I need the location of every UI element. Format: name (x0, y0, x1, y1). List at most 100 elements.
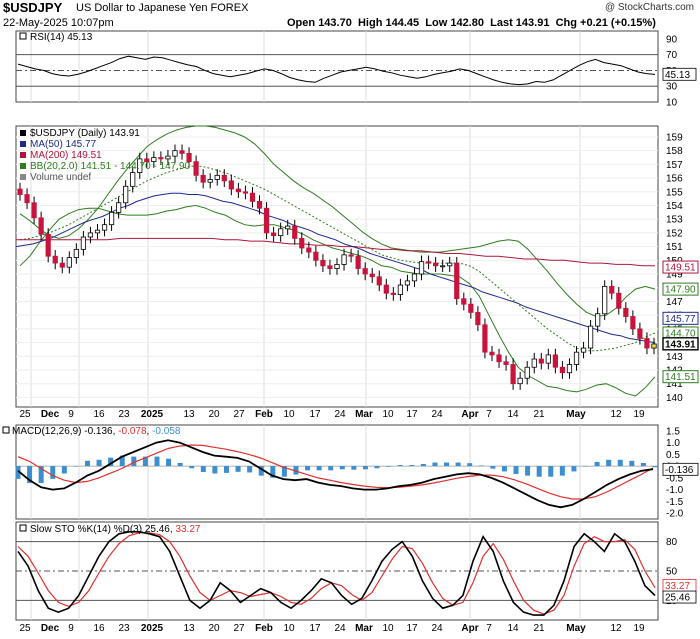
macd-histogram-bar (212, 466, 218, 474)
macd-histogram-bar (571, 466, 577, 472)
sto-value-box (662, 590, 697, 604)
price-tick-label: 147 (666, 297, 683, 308)
candle-body (369, 273, 375, 278)
rsi-legend: RSI(14) 45.13 (30, 32, 93, 43)
candle-body (200, 174, 206, 183)
candle-body (623, 307, 629, 317)
candle-body (573, 351, 580, 365)
sto-tick-label: 50 (666, 567, 678, 578)
x-axis-date-label: 24 (334, 409, 346, 420)
macd-histogram-bar (339, 466, 345, 470)
x-axis-date-label: Mar (355, 409, 373, 420)
macd-histogram-bar (131, 456, 137, 467)
x-axis-date-label: 7 (486, 623, 492, 634)
candle-body (355, 255, 361, 269)
price-legend-entry: Volume undef (30, 172, 91, 183)
panel-frame-rsi (15, 30, 659, 103)
macd-histogram-bar (38, 466, 44, 484)
candle-body (299, 237, 305, 249)
macd-histogram-bar (270, 466, 276, 478)
candle-body (383, 284, 389, 294)
price-tick-label: 159 (666, 132, 683, 143)
x-axis-date-label: 20 (208, 623, 220, 634)
macd-histogram-bar (200, 466, 206, 473)
x-axis-date-label: Mar (355, 623, 373, 634)
instrument-name: US Dollar to Japanese Yen FOREX (76, 2, 249, 14)
candle-body (376, 276, 382, 286)
macd-histogram-bar (606, 459, 612, 467)
x-axis-date-label: 27 (233, 623, 245, 634)
macd-legend-separator: , (147, 426, 153, 437)
candle-body (24, 194, 30, 204)
price-tick-label: 151 (666, 242, 683, 253)
x-axis-date-label: 16 (93, 623, 105, 634)
candle-body (151, 157, 157, 163)
candle-body (221, 174, 227, 182)
macd-histogram-bar (15, 466, 21, 479)
x-axis-date-label: 23 (118, 623, 130, 634)
candle-body (552, 354, 558, 368)
x-axis-date-label: Apr (461, 409, 478, 420)
price-value-label: 144.70 (665, 328, 696, 339)
candle-body (193, 161, 199, 176)
candle-body (235, 188, 241, 193)
candle-body (475, 312, 481, 326)
price-value-box (662, 282, 699, 296)
price-tick-label: 152 (666, 228, 683, 239)
candle-body (285, 225, 291, 230)
macd-histogram-bar (223, 466, 229, 473)
candle-body (538, 358, 544, 364)
price-tick-label: 153 (666, 215, 683, 226)
x-axis-date-label: 27 (233, 409, 245, 420)
macd-legend-swatch (2, 426, 10, 434)
sto-legend: Slow STO %K(14) %D(3) 25.46, 33.27 (30, 524, 201, 535)
rsi-tick-label: 30 (666, 82, 678, 93)
price-tick-label: 158 (666, 146, 683, 157)
x-axis-date-label: 2025 (141, 409, 164, 420)
macd-tick-label: 0.5 (666, 450, 680, 461)
macd-tick-label: -0.5 (666, 473, 684, 484)
candle-body (440, 265, 446, 268)
x-axis-date-label: 7 (486, 409, 492, 420)
macd-histogram-bar (513, 466, 519, 474)
candle-body (404, 280, 411, 286)
x-axis-date-label: 17 (309, 623, 321, 634)
price-value-box (662, 311, 699, 325)
x-axis-date-label: 24 (431, 409, 443, 420)
macd-legend-text: MACD(12,26,9) -0.136, (12, 426, 118, 437)
open-value: 143.70 (318, 17, 352, 29)
macd-histogram-bar (73, 466, 79, 467)
candle-body (320, 259, 326, 267)
macd-histogram-bar (490, 466, 496, 469)
candle-body (313, 251, 319, 261)
price-legend-entry: MA(200) 149.51 (30, 150, 102, 161)
x-axis-date-label: 25 (19, 409, 31, 420)
macd-histogram-bar (467, 463, 473, 467)
x-axis-date-label: 10 (283, 409, 295, 420)
candle-body (137, 158, 143, 174)
candle-body (144, 158, 150, 163)
x-axis-date-label: 20 (208, 409, 220, 420)
candle-body (461, 298, 467, 305)
candle-body (306, 247, 312, 253)
sto-k-line (17, 531, 656, 616)
x-axis-date-label: 13 (183, 409, 195, 420)
sto-d-line (17, 532, 656, 615)
macd-histogram-bar (293, 466, 299, 475)
macd-histogram-bar (281, 466, 287, 477)
candle-body (45, 233, 51, 257)
rsi-tick-label: 70 (666, 50, 678, 61)
candle-body (207, 179, 213, 183)
macd-tick-label: 1.0 (666, 438, 680, 449)
candle-body (454, 262, 460, 300)
x-axis-date-label: 9 (68, 409, 74, 420)
rsi-value-box (662, 67, 697, 81)
x-axis-date-label: 24 (431, 623, 443, 634)
macd-legend: MACD(12,26,9) -0.136, -0.078, -0.058 (12, 426, 181, 437)
x-axis-date-label: 9 (68, 623, 74, 634)
candle-body (524, 366, 530, 379)
rsi-line (17, 55, 656, 86)
macd-histogram-bar (316, 466, 322, 471)
candle-body (278, 228, 284, 237)
